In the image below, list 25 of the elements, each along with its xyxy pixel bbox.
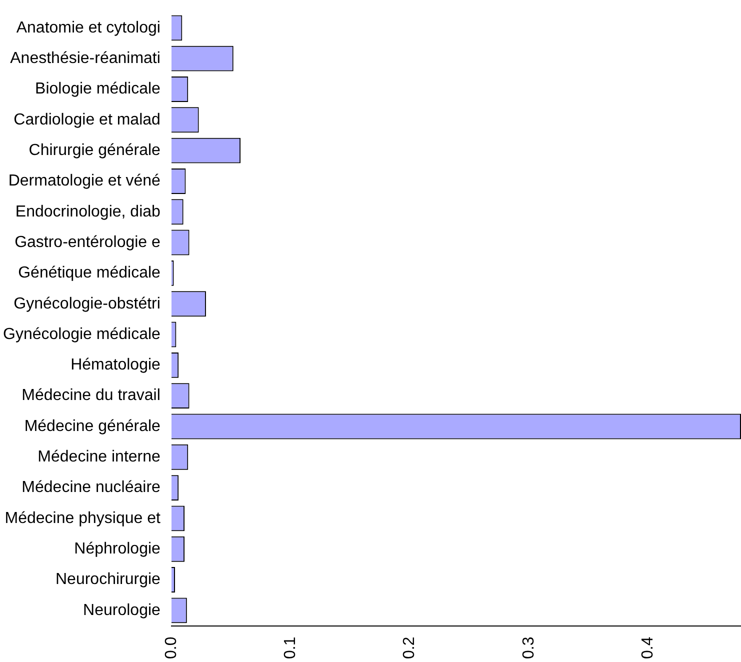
y-tick-label: Médecine du travail [22, 387, 160, 404]
y-tick-label: Anesthésie-réanimati [10, 50, 160, 67]
y-tick-label: Cardiologie et malad [14, 111, 160, 128]
y-tick-label: Génétique médicale [18, 264, 161, 282]
y-tick-label: Chirurgie générale [28, 142, 161, 159]
y-tick-label: Médecine nucléaire [22, 479, 161, 496]
y-tick-label: Anatomie et cytologi [16, 19, 160, 36]
y-tick-label: Néphrologie [74, 540, 161, 558]
y-tick-label: Gynécologie médicale [3, 326, 161, 343]
x-tick-label: 0.2 [401, 636, 418, 660]
y-tick-label: Médecine interne [38, 448, 161, 466]
y-tick-label: Endocrinologie, diab [15, 203, 161, 220]
y-tick-label: Médecine générale [24, 418, 161, 435]
y-tick-label: Dermatologie et véné [8, 172, 161, 190]
x-tick-label: 0.1 [282, 636, 299, 660]
y-tick-label: Gastro-entérologie e [14, 234, 161, 251]
y-tick-label: Neurochirurgie [55, 571, 161, 588]
y-tick-label: Médecine physique et [4, 510, 161, 527]
y-tick-label: Gynécologie-obstétri [14, 295, 160, 312]
y-tick-label: Hématologie [70, 356, 161, 374]
x-tick-label: 0.3 [520, 636, 538, 660]
y-tick-label: Neurologie [83, 602, 161, 619]
y-tick-label: Biologie médicale [35, 80, 161, 98]
x-tick-label: 0.0 [162, 636, 180, 660]
x-tick-label: 0.4 [639, 636, 656, 660]
